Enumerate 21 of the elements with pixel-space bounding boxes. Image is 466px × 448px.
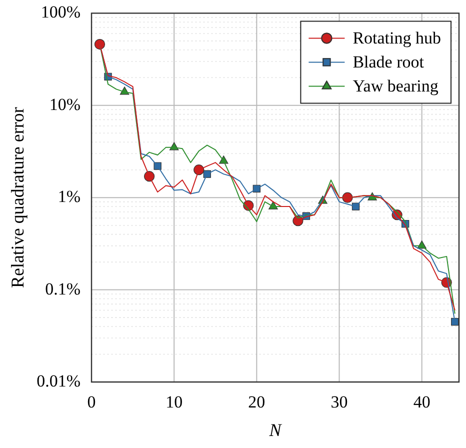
- point: [94, 38, 106, 50]
- point: [451, 318, 459, 326]
- x-tick-label: 40: [413, 392, 430, 412]
- point: [154, 162, 162, 170]
- y-tick-label: 1%: [58, 187, 81, 206]
- y-tick-label: 10%: [49, 94, 81, 114]
- x-tick-label: 0: [87, 392, 96, 412]
- x-axis-title: N: [268, 420, 282, 440]
- point: [120, 86, 130, 95]
- legend-label: Rotating hub: [352, 28, 442, 48]
- legend-label: Yaw bearing: [352, 76, 439, 96]
- point: [169, 142, 179, 150]
- x-tick-label: 10: [166, 392, 183, 412]
- y-axis-title: Relative quadrature error: [8, 107, 28, 288]
- x-tick-label: 30: [330, 392, 348, 412]
- point: [144, 171, 155, 182]
- y-tick-label: 0.1%: [45, 279, 81, 298]
- x-tick-label: 20: [248, 392, 266, 412]
- y-tick-label: 100%: [40, 2, 81, 22]
- y-tick-label: 0.01%: [36, 371, 81, 390]
- legend-label: Blade root: [352, 52, 424, 72]
